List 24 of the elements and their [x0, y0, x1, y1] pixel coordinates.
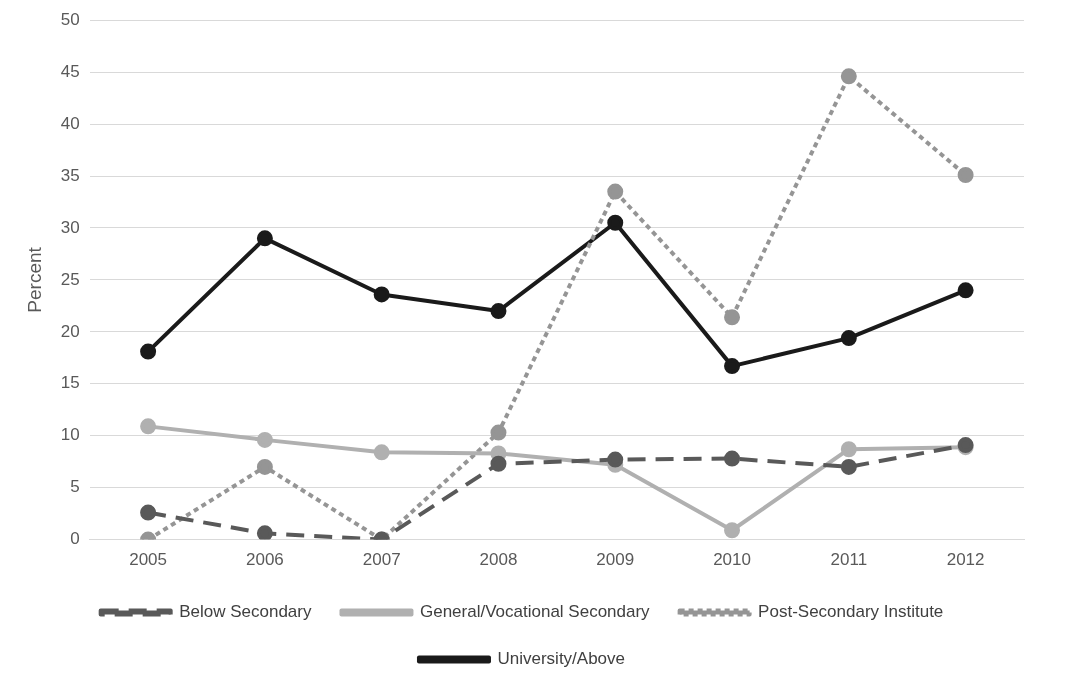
x-tick-label: 2008 [479, 550, 518, 570]
y-tick-label: 10 [60, 425, 80, 445]
y-tick-label: 30 [60, 217, 80, 237]
x-tick-label: 2005 [129, 550, 168, 570]
legend-label: General/Vocational Secondary [419, 602, 651, 622]
y-tick-label: 0 [70, 529, 80, 549]
x-tick-label: 2010 [713, 550, 751, 570]
y-tick-label: 25 [60, 269, 80, 289]
y-axis-title: Percent [23, 246, 45, 313]
x-tick-label: 2006 [245, 550, 284, 570]
y-tick-label: 45 [60, 61, 80, 81]
y-tick-label: 5 [70, 477, 80, 497]
x-tick-label: 2009 [596, 550, 635, 570]
x-tick-label: 2012 [946, 550, 985, 570]
legend-label: University/Above [497, 649, 626, 669]
y-tick-label: 20 [60, 321, 80, 341]
y-tick-label: 35 [60, 165, 80, 185]
y-tick-label: 40 [60, 113, 80, 133]
x-tick-label: 2011 [830, 550, 868, 570]
x-tick-label: 2007 [362, 550, 401, 570]
legend-label: Below Secondary [179, 602, 312, 622]
legend-label: Post-Secondary Institute [758, 602, 944, 622]
y-tick-label: 50 [60, 9, 80, 29]
y-tick-label: 15 [60, 373, 80, 393]
